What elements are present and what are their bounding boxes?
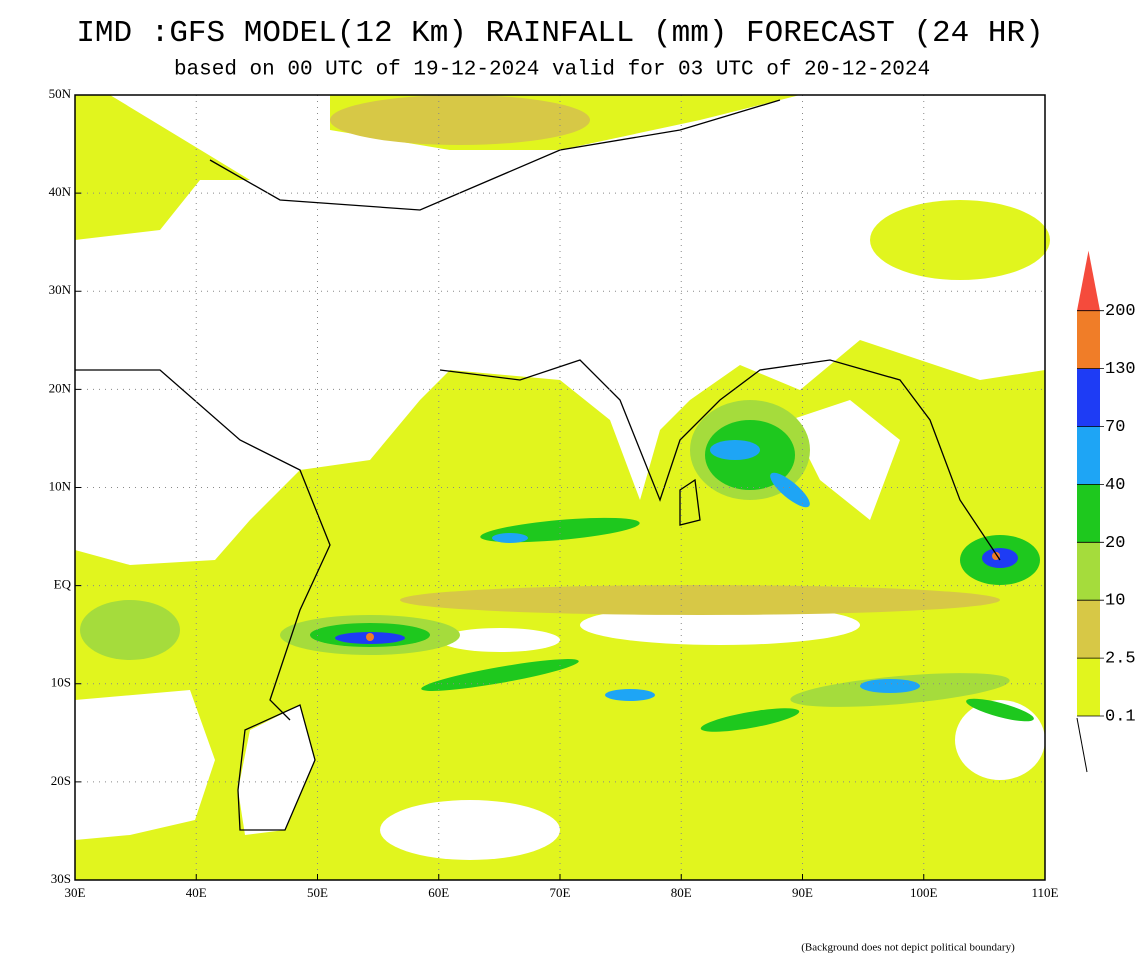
lat-tick-label: 40N	[49, 184, 72, 199]
lon-tick-label: 30E	[65, 885, 86, 900]
colorbar-pointer	[1076, 717, 1088, 773]
colorbar-label: 10	[1105, 592, 1125, 611]
colorbar-label: 20	[1105, 534, 1125, 553]
rain-area	[605, 689, 655, 701]
dry-area	[580, 605, 860, 645]
coastline	[75, 99, 1001, 831]
colorbar-label: 200	[1105, 302, 1136, 321]
lon-tick-label: 40E	[186, 885, 207, 900]
lon-tick-label: 50E	[307, 885, 328, 900]
colorbar-label: 2.5	[1105, 650, 1136, 669]
title: IMD :GFS MODEL(12 Km) RAINFALL (mm) FORE…	[76, 16, 1043, 51]
colorbar-band	[1077, 600, 1100, 659]
subtitle: based on 00 UTC of 19-12-2024 valid for …	[174, 59, 930, 82]
dry-area	[440, 628, 560, 652]
colorbar-label: 0.1	[1105, 707, 1136, 726]
lon-tick-label: 100E	[910, 885, 938, 900]
colorbar-label: 70	[1105, 418, 1125, 437]
rain-area	[330, 95, 590, 145]
lon-tick-label: 60E	[428, 885, 449, 900]
rain-area	[966, 698, 1034, 722]
lat-tick-label: 30S	[51, 871, 71, 886]
rain-area	[860, 679, 920, 693]
rain-area	[710, 440, 760, 460]
rain-area	[982, 548, 1018, 568]
lat-tick-label: 20S	[51, 773, 71, 788]
colorbar-band	[1077, 368, 1100, 427]
lat-tick-label: EQ	[54, 577, 72, 592]
rain-area	[80, 600, 180, 660]
lon-tick-label: 70E	[550, 885, 571, 900]
lat-tick-label: 50N	[49, 86, 72, 101]
colorbar-band	[1077, 484, 1100, 543]
colorbar-band	[1077, 426, 1100, 485]
lon-tick-label: 90E	[792, 885, 813, 900]
lat-tick-label: 10N	[49, 478, 72, 493]
lon-tick-label: 110E	[1032, 885, 1059, 900]
lat-tick-label: 20N	[49, 380, 72, 395]
dry-land	[75, 690, 215, 840]
rain-area	[366, 633, 374, 641]
rain-area	[400, 585, 1000, 615]
lat-tick-label: 10S	[51, 675, 71, 690]
rain-area	[770, 472, 810, 508]
rain-area	[700, 708, 800, 732]
colorbar-label: 40	[1105, 476, 1125, 495]
lat-tick-label: 30N	[49, 282, 72, 297]
rain-area	[421, 659, 579, 691]
colorbar-band	[1077, 658, 1100, 716]
rain-area	[870, 200, 1050, 280]
footnote: (Background does not depict political bo…	[801, 942, 1015, 954]
colorbar-band	[1077, 542, 1100, 601]
colorbar-arrow	[1077, 250, 1100, 311]
dry-land	[238, 705, 315, 835]
lon-tick-label: 80E	[671, 885, 692, 900]
dry-area	[380, 800, 560, 860]
dry-land	[790, 400, 900, 520]
colorbar-band	[1077, 310, 1100, 369]
map-frame	[74, 94, 1046, 881]
colorbar: 0.1 2.5 10 20 40 70 130 200	[1077, 250, 1136, 726]
rain-area	[492, 533, 528, 543]
colorbar-label: 130	[1105, 360, 1136, 379]
